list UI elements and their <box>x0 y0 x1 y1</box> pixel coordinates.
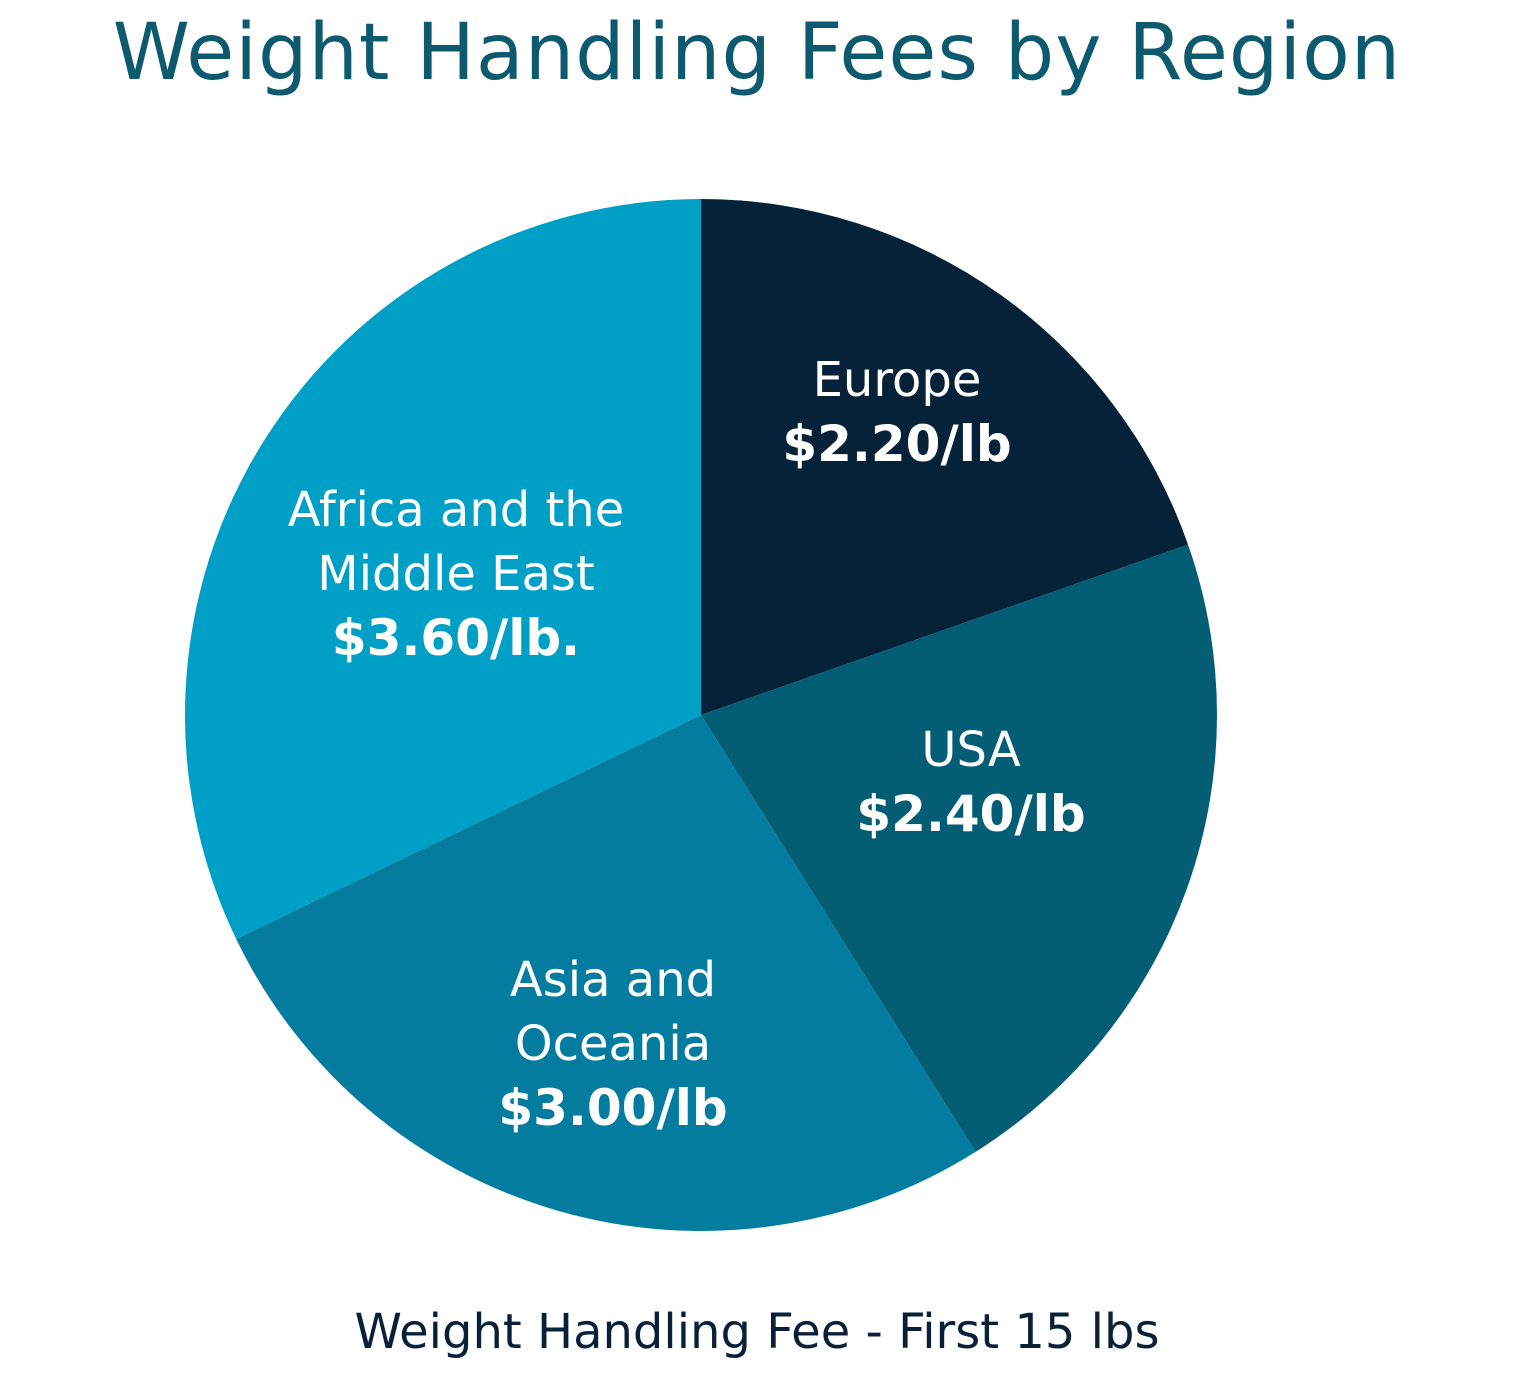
pie-slice <box>236 715 976 1231</box>
category-label: Europe <box>812 352 982 408</box>
value-label: $3.00/lb <box>498 1079 728 1137</box>
chart-subtitle: Weight Handling Fee - First 15 lbs <box>354 1304 1160 1360</box>
slice-label: Asia and Oceania $3.00/lb <box>413 948 813 1140</box>
pie-slice <box>701 544 1217 1152</box>
slice-label: USA $2.40/lb <box>771 718 1171 846</box>
value-label: $3.60/lb. <box>331 609 581 667</box>
pie-slice <box>185 199 701 939</box>
slice-label: Europe $2.20/lb <box>697 348 1097 476</box>
value-label: $2.20/lb <box>782 415 1012 473</box>
pie-slice <box>701 199 1189 715</box>
category-label: Africa and the Middle East <box>287 482 625 602</box>
chart-title: Weight Handling Fees by Region <box>112 8 1402 98</box>
category-label: Asia and Oceania <box>509 952 717 1072</box>
value-label: $2.40/lb <box>856 785 1086 843</box>
slice-label: Africa and the Middle East $3.60/lb. <box>266 478 646 670</box>
category-label: USA <box>921 722 1021 778</box>
